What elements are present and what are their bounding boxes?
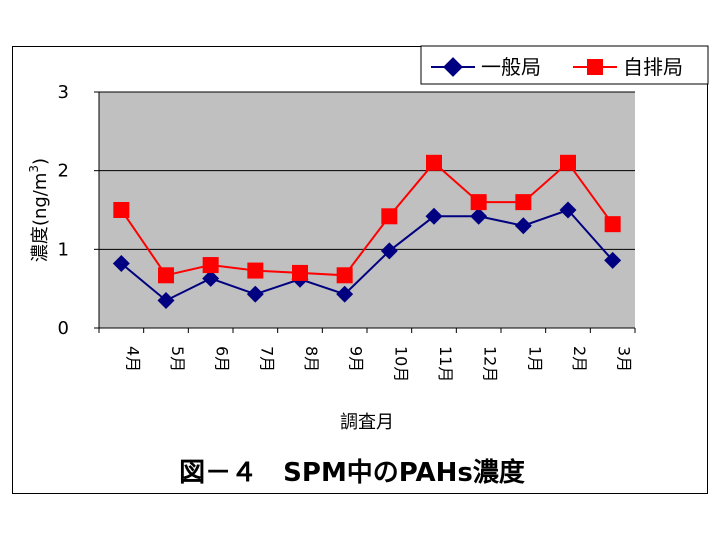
x-tick-label: 5月 xyxy=(168,346,187,372)
data-point-series-2 xyxy=(202,257,219,274)
y-tick-label: 2 xyxy=(58,161,69,182)
y-tick-label: 1 xyxy=(58,239,69,260)
x-tick-label: 7月 xyxy=(257,346,276,372)
data-point-series-1 xyxy=(246,285,264,303)
x-tick-label: 2月 xyxy=(570,346,589,372)
x-tick-label: 12月 xyxy=(481,346,500,382)
legend-item-series-2: 自排局 xyxy=(573,55,683,79)
x-tick-label: 10月 xyxy=(391,346,410,382)
legend: 一般局 自排局 xyxy=(420,45,709,85)
data-point-series-2 xyxy=(336,267,353,284)
series-line-1 xyxy=(120,208,614,302)
chart-title: 図－４ SPM中のPAHs濃度 xyxy=(179,457,525,488)
data-point-series-2 xyxy=(247,262,264,279)
data-point-series-1 xyxy=(112,255,130,272)
data-point-series-2 xyxy=(292,264,308,281)
x-tick-label: 1月 xyxy=(525,346,544,372)
data-point-series-1 xyxy=(514,217,532,235)
y-axis-title-close: ) xyxy=(30,158,51,165)
x-tick-label: 9月 xyxy=(347,346,366,372)
x-tick-label: 3月 xyxy=(615,346,634,372)
data-point-series-1 xyxy=(380,242,398,260)
data-point-series-2 xyxy=(113,202,130,218)
legend-marker-series-2 xyxy=(587,59,603,75)
plot-area xyxy=(99,92,635,328)
x-tick-label: 6月 xyxy=(213,346,232,372)
legend-marker-series-1 xyxy=(443,57,463,77)
x-tick-label: 11月 xyxy=(436,346,455,382)
y-axis-title-main: 濃度(ng/m xyxy=(30,173,51,262)
data-point-series-2 xyxy=(426,154,442,171)
data-point-series-1 xyxy=(425,207,443,225)
series-layer xyxy=(112,154,622,309)
y-tick-label: 0 xyxy=(58,318,69,339)
x-tick-label: 8月 xyxy=(302,346,321,372)
data-point-series-1 xyxy=(157,291,175,309)
x-tick-label: 4月 xyxy=(123,346,142,372)
x-axis-ticks: 4月 5月 6月 7月 8月 9月 10月 11月 12月 1月 2月 3月 xyxy=(98,328,636,382)
data-point-series-2 xyxy=(604,216,621,233)
data-point-series-2 xyxy=(381,208,398,225)
data-point-series-2 xyxy=(470,194,487,211)
legend-item-series-1: 一般局 xyxy=(431,55,541,79)
data-point-series-2 xyxy=(560,154,576,171)
legend-label-series-1: 一般局 xyxy=(481,55,541,79)
data-point-series-1 xyxy=(470,207,488,225)
y-axis-title: 濃度(ng/m3) xyxy=(27,158,51,262)
data-point-series-1 xyxy=(336,285,354,303)
legend-label-series-2: 自排局 xyxy=(623,55,683,79)
y-axis-title-sup: 3 xyxy=(27,165,41,173)
x-axis-title: 調査月 xyxy=(340,412,394,433)
data-point-series-1 xyxy=(202,269,220,287)
y-tick-label: 3 xyxy=(58,82,69,103)
grid-lines xyxy=(99,91,635,250)
data-point-series-1 xyxy=(559,201,577,219)
legend-box xyxy=(420,45,709,85)
y-axis-ticks: 0 1 2 3 xyxy=(58,82,99,339)
data-point-series-2 xyxy=(515,194,532,211)
data-point-series-2 xyxy=(158,267,174,284)
